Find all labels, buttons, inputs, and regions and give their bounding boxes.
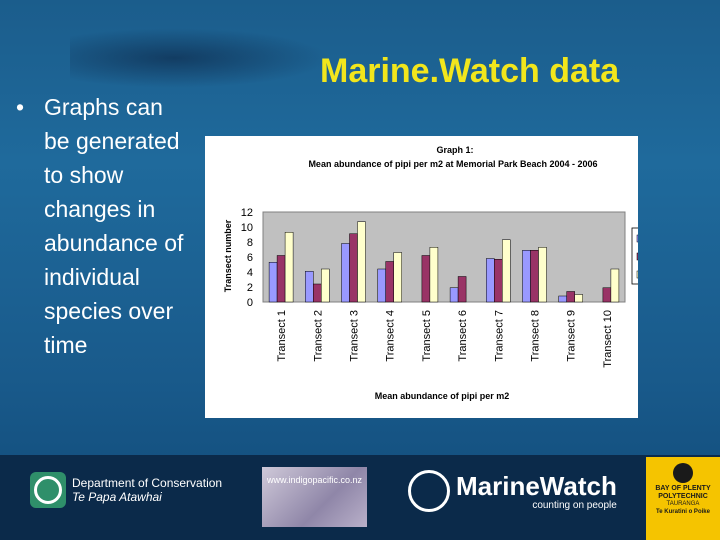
bar-2004-3 — [357, 221, 366, 303]
bar-2004-10 — [610, 268, 620, 303]
legend-swatch-2006 — [636, 234, 645, 243]
bullet-dot-icon: • — [16, 94, 25, 120]
x-tick-label: Transect 6 — [457, 310, 469, 362]
bar-2004-4 — [393, 252, 402, 303]
polytechnic-logo: BAY OF PLENTY POLYTECHNIC TAURANGA Te Ku… — [646, 457, 720, 540]
polytechnic-emblem-icon — [673, 463, 693, 483]
poly-line2: POLYTECHNIC — [658, 493, 708, 500]
x-tick-label: Transect 2 — [312, 310, 324, 362]
bar-2005-2 — [313, 283, 322, 303]
y-tick-label: 2 — [247, 282, 253, 294]
bar-2004-1 — [284, 232, 294, 303]
marinewatch-tagline: counting on people — [532, 499, 617, 511]
chart-subtitle: Mean abundance of pipi per m2 at Memoria… — [308, 159, 597, 169]
poly-line3: TAURANGA — [666, 501, 700, 507]
legend-swatch-2005 — [636, 252, 645, 261]
x-tick-label: Transect 1 — [276, 310, 288, 362]
bar-2006-8 — [522, 250, 531, 303]
bar-2005-5 — [421, 255, 431, 303]
y-tick-label: 12 — [241, 207, 253, 219]
x-axis-label: Mean abundance of pipi per m2 — [375, 391, 510, 401]
doc-logo-icon — [30, 472, 66, 508]
bar-2005-4 — [385, 261, 394, 303]
bar-2006-3 — [341, 243, 350, 303]
indigo-pacific-photo: www.indigopacific.co.nz — [262, 467, 367, 527]
y-tick-label: 10 — [241, 222, 253, 234]
diver-icon — [408, 470, 450, 512]
y-tick-label: 4 — [247, 267, 253, 279]
bar-2006-7 — [486, 258, 495, 303]
bar-chart: Graph 1: Mean abundance of pipi per m2 at… — [223, 145, 679, 401]
bar-2004-7 — [502, 239, 511, 303]
legend-swatch-2004 — [636, 270, 645, 279]
bar-2005-9 — [566, 291, 575, 303]
marinewatch-name: MarineWatch — [456, 470, 617, 501]
x-tick-label: Transect 5 — [421, 310, 433, 362]
y-tick-label: 8 — [247, 237, 253, 249]
bar-2005-6 — [457, 276, 467, 303]
bullet-point: • Graphs can be generated to show change… — [16, 90, 186, 362]
bar-2004-8 — [538, 247, 547, 303]
chart-container: Graph 1: Mean abundance of pipi per m2 at… — [205, 136, 679, 418]
bar-2006-1 — [268, 262, 278, 303]
bullet-text: Graphs can be generated to show changes … — [44, 94, 184, 358]
bar-2005-7 — [494, 259, 503, 303]
bar-2006-2 — [305, 271, 314, 303]
x-tick-label: Transect 7 — [493, 310, 505, 362]
doc-maori-name: Te Papa Atawhai — [72, 490, 162, 504]
y-tick-label: 0 — [247, 297, 253, 309]
bar-2005-8 — [530, 250, 539, 303]
brush-decoration — [70, 28, 330, 88]
x-tick-label: Transect 9 — [566, 310, 578, 362]
y-axis-label: Transect number — [223, 219, 233, 292]
poly-line4: Te Kuratini o Poike — [656, 509, 710, 515]
bar-2006-6 — [449, 287, 459, 303]
y-tick-label: 6 — [247, 252, 253, 264]
chart-title: Graph 1: — [436, 145, 473, 155]
poly-line1: BAY OF PLENTY — [655, 485, 711, 492]
bar-2005-10 — [602, 287, 612, 303]
bar-2005-1 — [276, 255, 286, 303]
photo-url: www.indigopacific.co.nz — [266, 475, 363, 485]
x-tick-label: Transect 8 — [530, 310, 542, 362]
bar-2004-5 — [429, 247, 439, 303]
bar-2006-9 — [558, 295, 567, 303]
x-tick-label: Transect 4 — [385, 310, 397, 362]
doc-name: Department of Conservation — [72, 476, 223, 490]
x-tick-label: Transect 10 — [602, 310, 614, 368]
bar-2006-4 — [377, 268, 386, 303]
doc-logo-block: Department of Conservation Te Papa Atawh… — [30, 472, 222, 508]
bar-2004-2 — [321, 268, 330, 303]
marinewatch-logo: MarineWatch counting on people — [408, 470, 617, 512]
slide-title: Marine.Watch data — [320, 52, 620, 90]
bar-2004-9 — [574, 294, 583, 303]
x-tick-label: Transect 3 — [349, 310, 361, 362]
bar-2005-3 — [349, 233, 358, 303]
